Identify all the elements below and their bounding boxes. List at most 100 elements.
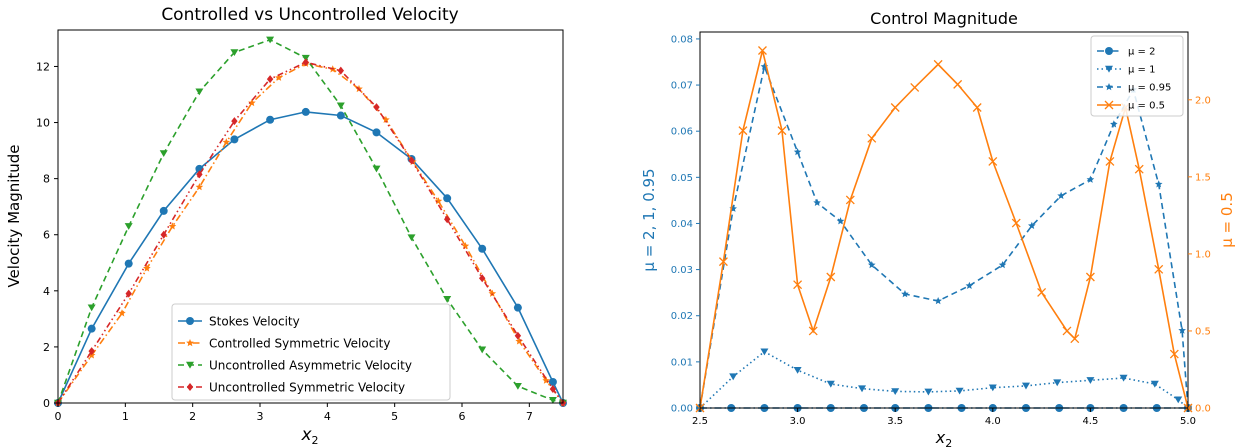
data-point: [933, 59, 943, 69]
legend-item: Stokes Velocity: [178, 314, 300, 328]
data-point: [1154, 264, 1164, 274]
data-point: [1178, 326, 1186, 334]
y-tick-label: 1.5: [1195, 172, 1211, 183]
legend-marker: [1105, 47, 1113, 55]
data-point: [231, 117, 238, 126]
x-tick-label: 3.0: [790, 416, 806, 427]
data-point: [143, 264, 151, 272]
data-point: [1105, 156, 1115, 166]
series-1: [696, 348, 1192, 412]
x-axis-label: x2: [300, 425, 318, 447]
data-point: [1011, 218, 1021, 228]
data-point: [934, 296, 942, 305]
data-point: [1037, 287, 1047, 297]
data-point: [443, 194, 452, 203]
data-point: [434, 197, 443, 205]
left-y-axis-label: μ = 2, 1, 0.95: [640, 168, 658, 271]
data-point: [443, 296, 452, 303]
legend-label: Controlled Symmetric Velocity: [209, 336, 390, 350]
x-tick-label: 2: [189, 410, 196, 423]
data-point: [965, 281, 974, 289]
data-point: [549, 384, 557, 393]
data-point: [222, 138, 231, 146]
y-tick-label: 0.5: [1195, 326, 1211, 337]
y-tick-label: 8: [43, 173, 50, 186]
x-tick-label: 7: [526, 410, 533, 423]
data-point: [248, 98, 256, 107]
legend-box: [171, 303, 451, 401]
axes-frame: [699, 31, 1189, 409]
data-point: [953, 79, 963, 89]
data-point: [159, 206, 168, 215]
data-point: [1053, 379, 1062, 387]
y-tick-label: 2.0: [1195, 95, 1211, 106]
data-point: [901, 290, 909, 298]
data-point: [443, 215, 451, 224]
data-point: [777, 126, 787, 136]
data-point: [1086, 175, 1095, 183]
series-stokes-velocity: [54, 107, 567, 407]
y-tick-label: 0.06: [671, 127, 693, 138]
data-point: [972, 103, 982, 112]
data-point: [382, 115, 390, 123]
legend-label: Uncontrolled Asymmetric Velocity: [209, 358, 412, 372]
legend: Stokes Velocity Controlled Symmetric Velo…: [171, 303, 451, 401]
data-point: [266, 36, 275, 44]
x-tick-label: 3.5: [887, 416, 903, 427]
data-point: [461, 241, 470, 250]
legend-label: Uncontrolled Symmetric Velocity: [209, 380, 405, 394]
legend-item: Controlled Symmetric Velocity: [178, 336, 390, 350]
data-point: [998, 260, 1007, 269]
data-point: [118, 309, 126, 317]
data-point: [1119, 374, 1128, 382]
plot-area: [54, 36, 567, 407]
data-point: [890, 103, 900, 112]
y-tick-label: 0.05: [671, 173, 693, 184]
data-point: [988, 384, 997, 392]
data-point: [124, 223, 133, 230]
y-tick-label: 0.04: [671, 219, 693, 230]
data-point: [718, 257, 728, 267]
y-tick-label: 0: [43, 397, 50, 410]
x-tick-label: 4: [324, 410, 331, 423]
data-point: [230, 135, 239, 144]
x-axis-label: x2: [935, 428, 952, 447]
data-point: [758, 46, 767, 55]
data-point: [478, 346, 487, 354]
legend-marker: [186, 383, 194, 391]
data-point: [1154, 180, 1163, 188]
y-axis-ticks: 0 2 4 6 8 10 12: [36, 60, 58, 410]
data-point: [160, 230, 167, 239]
data-point: [760, 348, 769, 356]
x-tick-label: 5: [391, 410, 398, 423]
data-point: [196, 170, 203, 179]
y-tick-label: 0.02: [671, 311, 693, 322]
legend-label: μ = 0.5: [1128, 101, 1165, 112]
x-tick-label: 2.5: [692, 416, 708, 427]
y-tick-label: 0.07: [671, 81, 693, 92]
data-point: [336, 102, 345, 110]
data-point: [858, 385, 867, 393]
y-tick-label: 0.00: [671, 404, 693, 415]
chart-title: Control Magnitude: [870, 9, 1018, 28]
series-uncontrolled-symmetric-velocity: [54, 58, 567, 407]
data-point: [891, 388, 900, 395]
data-point: [301, 54, 310, 62]
series-line: [699, 350, 1189, 409]
data-point: [336, 111, 345, 120]
data-point: [488, 289, 497, 297]
y-tick-label: 1.0: [1195, 249, 1211, 260]
data-point: [729, 373, 738, 381]
legend-label: μ = 1: [1128, 65, 1155, 76]
legend-item: μ = 1: [1097, 65, 1155, 76]
data-point: [1086, 377, 1095, 384]
legend-item: Uncontrolled Symmetric Velocity: [178, 380, 405, 394]
y-tick-label: 6: [43, 229, 50, 242]
y-tick-label: 2: [43, 341, 50, 354]
data-point: [1174, 396, 1183, 404]
legend: μ = 2 μ = 1 μ = 0.95 μ = 0.5: [1090, 35, 1184, 117]
data-point: [301, 107, 310, 116]
data-point: [826, 272, 836, 282]
data-point: [275, 73, 283, 81]
